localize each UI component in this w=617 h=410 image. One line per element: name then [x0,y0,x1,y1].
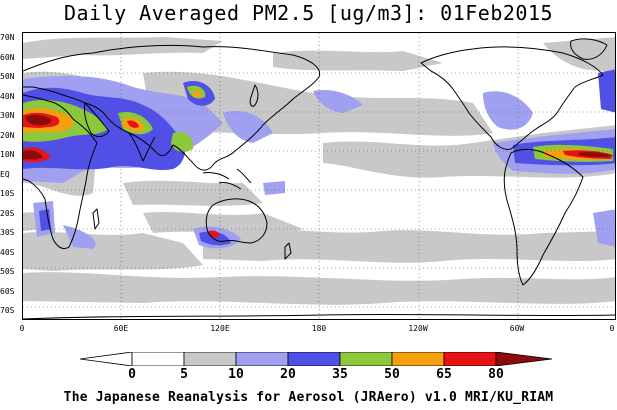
colorbar-segment-2 [183,352,237,366]
lon-label-60e: 60E [113,324,129,333]
colorbar-segment-7 [443,352,497,366]
lon-label-0-right: 0 [609,324,615,333]
map-canvas [23,33,615,319]
pm25-map [22,32,616,320]
colorbar-tick-10: 10 [228,367,244,382]
colorbar-tick-65: 65 [436,367,452,382]
colorbar-segment-0 [80,352,133,366]
lat-label-20n: 20N [0,131,15,140]
lat-label-30n: 30N [0,111,15,120]
colorbar-segment-3 [235,352,289,366]
colorbar-segment-5 [339,352,393,366]
lat-label-eq: EQ [0,170,10,179]
colorbar-segment-1 [131,352,185,366]
colorbar-tick-5: 5 [180,367,188,382]
lon-label-180: 180 [311,324,327,333]
colorbar-segment-8 [495,352,552,366]
colorbar-tick-35: 35 [332,367,348,382]
colorbar [80,352,552,366]
colorbar-tick-0: 0 [128,367,136,382]
lon-label-120e: 120E [210,324,230,333]
lon-label-60w: 60W [509,324,525,333]
pm25-darkred-layer [23,114,611,160]
lat-label-50n: 50N [0,72,15,81]
colorbar-tick-50: 50 [384,367,400,382]
lat-label-10s: 10S [0,189,15,198]
lat-label-60s: 60S [0,287,15,296]
lon-label-120w: 120W [408,324,428,333]
lat-label-40n: 40N [0,92,15,101]
colorbar-segment-4 [287,352,341,366]
lat-label-30s: 30S [0,228,15,237]
lat-label-70n: 70N [0,33,15,42]
lat-label-20s: 20S [0,209,15,218]
lat-label-60n: 60N [0,53,15,62]
lat-label-70s: 70S [0,306,15,315]
colorbar-tick-80: 80 [488,367,504,382]
map-title: Daily Averaged PM2.5 [ug/m3]: 01Feb2015 [63,1,554,25]
lat-label-40s: 40S [0,248,15,257]
footer-credit: The Japanese Reanalysis for Aerosol (JRA… [63,390,554,405]
colorbar-tick-20: 20 [280,367,296,382]
coastlines [23,38,615,319]
colorbar-segment-6 [391,352,445,366]
lat-label-50s: 50S [0,267,15,276]
lon-label-0-left: 0 [19,324,25,333]
lat-label-10n: 10N [0,150,15,159]
